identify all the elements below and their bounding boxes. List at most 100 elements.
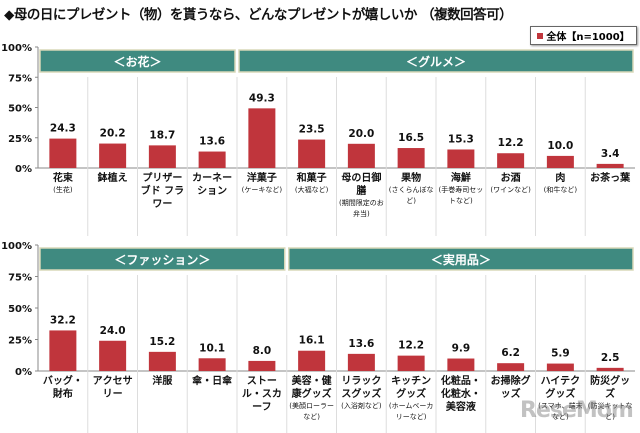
data-label: 15.2: [149, 336, 175, 348]
category-name: 母の日御膳: [341, 173, 382, 197]
group-banner: [238, 49, 634, 73]
data-label: 10.0: [547, 140, 573, 152]
x-tick-label: 肉 (和牛など): [538, 172, 584, 196]
y-tick-label: 25%: [8, 336, 32, 347]
y-tick-label: 75%: [8, 73, 32, 84]
y-tick-label: 50%: [8, 304, 32, 315]
x-tick-label: お茶っ葉: [587, 172, 633, 185]
group-banner-label: ＜ファッション＞: [114, 253, 210, 267]
data-label: 20.0: [348, 128, 374, 140]
category-name: お茶っ葉: [590, 173, 631, 184]
bar: [447, 149, 475, 168]
category-name: 海鮮: [450, 173, 471, 184]
category-name: 美容・健康グッズ: [291, 376, 332, 400]
group-banner: [39, 49, 236, 73]
y-tick-label: 50%: [8, 104, 32, 115]
category-note: (さくらんぼなど): [388, 186, 434, 205]
category-name: 花束: [52, 173, 73, 184]
bar: [99, 143, 127, 168]
chart-title: ◆母の日にプレゼント（物）を貰うなら、どんなプレゼントが嬉しいか （複数回答可）: [4, 7, 513, 23]
category-name: 洋菓子: [246, 173, 277, 184]
y-tick-label: 75%: [8, 273, 32, 284]
category-note: (ホームベーカリーなど): [388, 402, 434, 421]
category-name: アクセサリー: [92, 376, 133, 400]
category-note: (防災キットなど): [587, 402, 633, 421]
y-tick-label: 0%: [15, 367, 32, 378]
data-label: 5.9: [551, 348, 570, 360]
x-tick-label: カーネーション: [189, 172, 235, 198]
data-label: 24.3: [50, 123, 76, 135]
data-label: 16.5: [398, 132, 424, 144]
x-tick-label: アクセサリー: [90, 375, 136, 401]
bar: [596, 163, 624, 168]
category-name: 果物: [401, 173, 422, 184]
x-tick-label: バッグ・財布: [40, 375, 86, 401]
data-label: 13.6: [199, 136, 225, 148]
bar: [148, 145, 176, 168]
category-note: (期間限定のお弁当): [339, 199, 384, 218]
data-label: 6.2: [501, 347, 520, 359]
group-banner-label: ＜お花＞: [113, 54, 161, 69]
category-note: (和牛など): [543, 186, 578, 194]
x-tick-label: キッチングッズ (ホームベーカリーなど): [388, 375, 434, 423]
bar: [49, 330, 77, 371]
bar: [198, 358, 226, 371]
x-tick-label: お酒 (ワインなど): [488, 172, 534, 196]
y-tick-label: 25%: [8, 134, 32, 145]
bar: [347, 353, 375, 371]
bar: [596, 367, 624, 371]
bar: [49, 138, 77, 168]
category-name: ハイテクグッズ: [540, 376, 581, 400]
category-name: リラックスグッズ: [341, 376, 382, 400]
x-tick-label: ストール・スカーフ: [239, 375, 285, 414]
category-name: バッグ・財布: [42, 376, 83, 400]
category-name: お酒: [500, 173, 521, 184]
category-note: (ワインなど): [490, 186, 531, 194]
category-name: 洋服: [152, 376, 173, 387]
data-label: 49.3: [249, 92, 275, 104]
category-name: 肉: [555, 173, 566, 184]
x-tick-label: リラックスグッズ (入浴剤など): [339, 375, 385, 412]
data-label: 10.1: [199, 342, 225, 354]
x-tick-label: お掃除グッズ: [488, 375, 534, 401]
data-label: 16.1: [299, 335, 325, 347]
y-tick-label: 0%: [15, 164, 32, 175]
legend-swatch: [537, 32, 544, 39]
category-name: キッチングッズ: [391, 376, 432, 400]
category-note: (ケーキなど): [241, 186, 283, 194]
data-label: 15.3: [448, 133, 474, 145]
category-name: 傘・日傘: [192, 376, 233, 387]
category-name: プリザーブド フラワー: [140, 173, 185, 210]
group-banner-label: ＜グルメ＞: [406, 54, 466, 69]
watermark: ReseMom: [520, 398, 634, 423]
bar: [298, 350, 326, 371]
x-tick-label: 母の日御膳 (期間限定のお弁当): [339, 172, 385, 220]
category-note: (大福など): [294, 186, 329, 194]
data-label: 32.2: [50, 314, 76, 326]
category-note: (生花): [53, 186, 73, 194]
bar: [198, 151, 226, 168]
category-note: (美顔ローラーなど): [289, 402, 334, 421]
group-banner-label: ＜実用品＞: [431, 252, 491, 267]
data-label: 9.9: [452, 343, 471, 355]
group-banner: [288, 247, 634, 271]
y-tick-label: 100%: [1, 43, 32, 54]
x-tick-label: ハイテクグッズ (スマホ、端末など): [538, 375, 584, 423]
x-tick-label: 美容・健康グッズ (美顔ローラーなど): [289, 375, 335, 423]
data-label: 18.7: [149, 129, 175, 141]
data-label: 24.0: [100, 325, 126, 337]
bar: [447, 358, 475, 371]
data-label: 12.2: [398, 340, 424, 352]
bar: [148, 351, 176, 371]
data-label: 13.6: [348, 338, 374, 350]
bar: [248, 108, 276, 168]
data-label: 3.4: [601, 148, 620, 160]
data-label: 20.2: [100, 128, 126, 140]
bar: [248, 360, 276, 371]
group-banner: [39, 247, 286, 271]
data-label: 8.0: [253, 345, 272, 357]
x-tick-label: プリザーブド フラワー: [140, 172, 186, 211]
data-label: 23.5: [299, 124, 325, 136]
